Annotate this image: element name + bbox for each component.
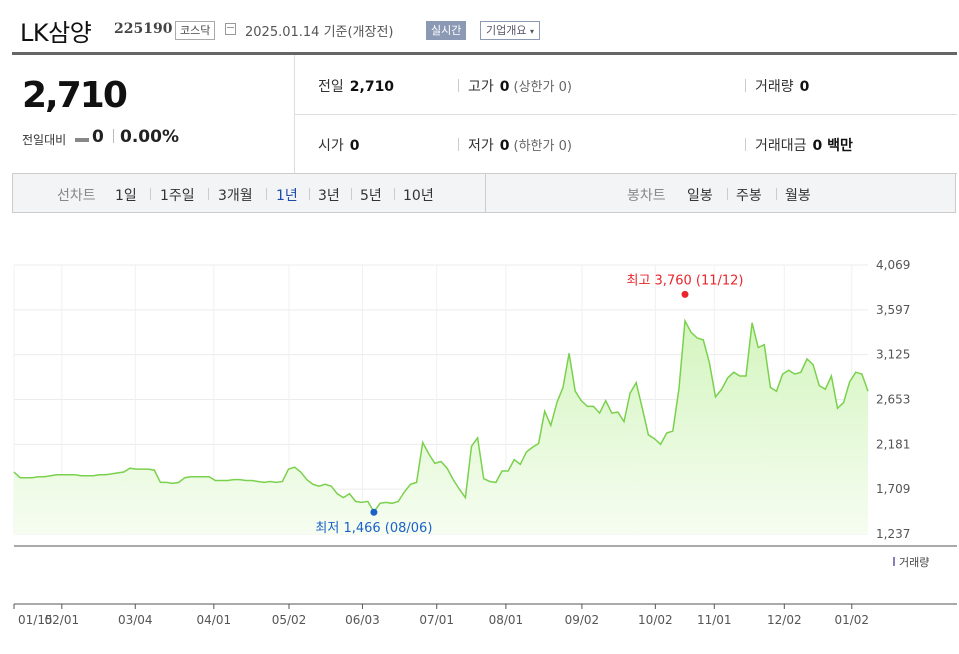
price-line (13, 318, 869, 514)
candle-chart-label: 봉차트 (627, 188, 666, 204)
divider (458, 79, 459, 92)
low-label: 저가 (468, 138, 494, 154)
prev-close-value: 2,710 (349, 79, 395, 95)
tab-daily[interactable]: 일봉 (687, 188, 713, 204)
calendar-icon (225, 23, 236, 35)
divider (113, 129, 114, 143)
market-badge: 코스닥 (175, 21, 216, 40)
amount-value: 0 백만 (812, 138, 853, 154)
chart-period-tabs: 선차트 1일 1주일 3개월 1년 3년 5년 10년 봉차트 일봉 주봉 월봉 (12, 173, 956, 213)
x-tick-label: 12/02 (767, 613, 802, 627)
y-tick-label: 3,597 (876, 303, 910, 317)
x-tick-label: 07/01 (419, 613, 454, 627)
y-tick-label: 4,069 (876, 258, 910, 272)
x-tick-label: 08/01 (489, 613, 524, 627)
chevron-down-icon: ▾ (529, 27, 534, 36)
open-value: 0 (349, 138, 360, 154)
high-value: 0 (499, 79, 510, 95)
divider (309, 188, 310, 200)
high-label: 최고 3,760 (11/12) (626, 273, 743, 288)
divider (458, 138, 459, 151)
divider (150, 188, 151, 200)
divider (351, 188, 352, 200)
lower-limit-label: (하한가 (513, 139, 555, 154)
volume: 거래량 0 (755, 76, 809, 96)
divider (294, 55, 295, 173)
tab-5y[interactable]: 5년 (360, 188, 382, 204)
realtime-button[interactable]: 실시간 (426, 21, 467, 40)
tab-3m[interactable]: 3개월 (218, 188, 253, 204)
y-tick-label: 1,709 (876, 482, 910, 496)
x-tick-label: 04/01 (197, 613, 232, 627)
upper-limit-value: 0 (558, 80, 567, 95)
amount-label: 거래대금 (755, 138, 807, 154)
x-tick-label: 10/02 (638, 613, 673, 627)
tab-10y[interactable]: 10년 (403, 188, 434, 204)
company-info-label: 기업개요 (486, 24, 527, 37)
company-info-dropdown[interactable]: 기업개요 ▾ (480, 21, 540, 40)
line-chart-label: 선차트 (57, 188, 96, 204)
open-price: 시가 0 (318, 135, 360, 155)
y-tick-label: 2,653 (876, 393, 910, 407)
high-marker (681, 290, 689, 298)
tab-3y[interactable]: 3년 (318, 188, 340, 204)
trade-amount: 거래대금 0 백만 (755, 135, 853, 155)
flat-change-icon (75, 138, 89, 142)
volume-value: 0 (799, 79, 810, 95)
y-tick-label: 2,181 (876, 437, 910, 451)
divider (485, 174, 486, 212)
divider (776, 188, 777, 200)
x-tick-label: 06/03 (345, 613, 380, 627)
volume-legend-label: 거래량 (899, 556, 929, 569)
base-date: 2025.01.14 기준(개장전) (245, 25, 394, 40)
x-tick-label: 09/02 (565, 613, 600, 627)
lower-limit-value: 0 (558, 139, 567, 154)
divider (745, 79, 746, 92)
stock-name: LK삼양 (20, 19, 92, 47)
x-tick-label: 11/01 (697, 613, 732, 627)
low-price: 저가 0 (하한가 0) (468, 135, 572, 155)
low-marker (370, 508, 378, 516)
divider (394, 188, 395, 200)
high-label: 고가 (468, 79, 494, 95)
stock-header: LK삼양 225190 코스닥 2025.01.14 기준(개장전) 실시간 기… (0, 0, 959, 52)
change-percent: 0.00% (120, 127, 179, 147)
volume-legend-swatch (893, 557, 895, 566)
x-tick-label: 02/01 (45, 613, 80, 627)
upper-limit-paren: ) (566, 80, 572, 95)
tab-monthly[interactable]: 월봉 (785, 188, 811, 204)
x-tick-label: 05/02 (272, 613, 307, 627)
y-tick-label: 1,237 (876, 527, 910, 541)
divider (266, 188, 267, 200)
change-label: 전일대비 (22, 133, 67, 147)
divider (745, 138, 746, 151)
lower-limit-paren: ) (566, 139, 572, 154)
change-value: 0 (92, 127, 104, 147)
prev-close-label: 전일 (318, 79, 344, 95)
open-label: 시가 (318, 138, 344, 154)
divider (295, 114, 957, 115)
low-label: 최저 1,466 (08/06) (315, 521, 432, 536)
low-value: 0 (499, 138, 510, 154)
x-tick-label: 01/15 (18, 613, 53, 627)
tab-1y[interactable]: 1년 (276, 188, 298, 204)
stock-code: 225190 (114, 21, 173, 37)
current-price: 2,710 (22, 75, 128, 116)
prev-close: 전일 2,710 (318, 76, 394, 96)
tab-weekly[interactable]: 주봉 (736, 188, 762, 204)
tab-1d[interactable]: 1일 (115, 188, 137, 204)
divider (208, 188, 209, 200)
x-tick-label: 01/02 (834, 613, 869, 627)
upper-limit-label: (상한가 (513, 80, 555, 95)
price-area (14, 320, 868, 534)
y-tick-label: 3,125 (876, 348, 910, 362)
divider (727, 188, 728, 200)
x-tick-label: 03/04 (118, 613, 153, 627)
high-price: 고가 0 (상한가 0) (468, 76, 572, 96)
divider (12, 52, 957, 55)
tab-1w[interactable]: 1주일 (160, 188, 195, 204)
volume-label: 거래량 (755, 79, 794, 95)
